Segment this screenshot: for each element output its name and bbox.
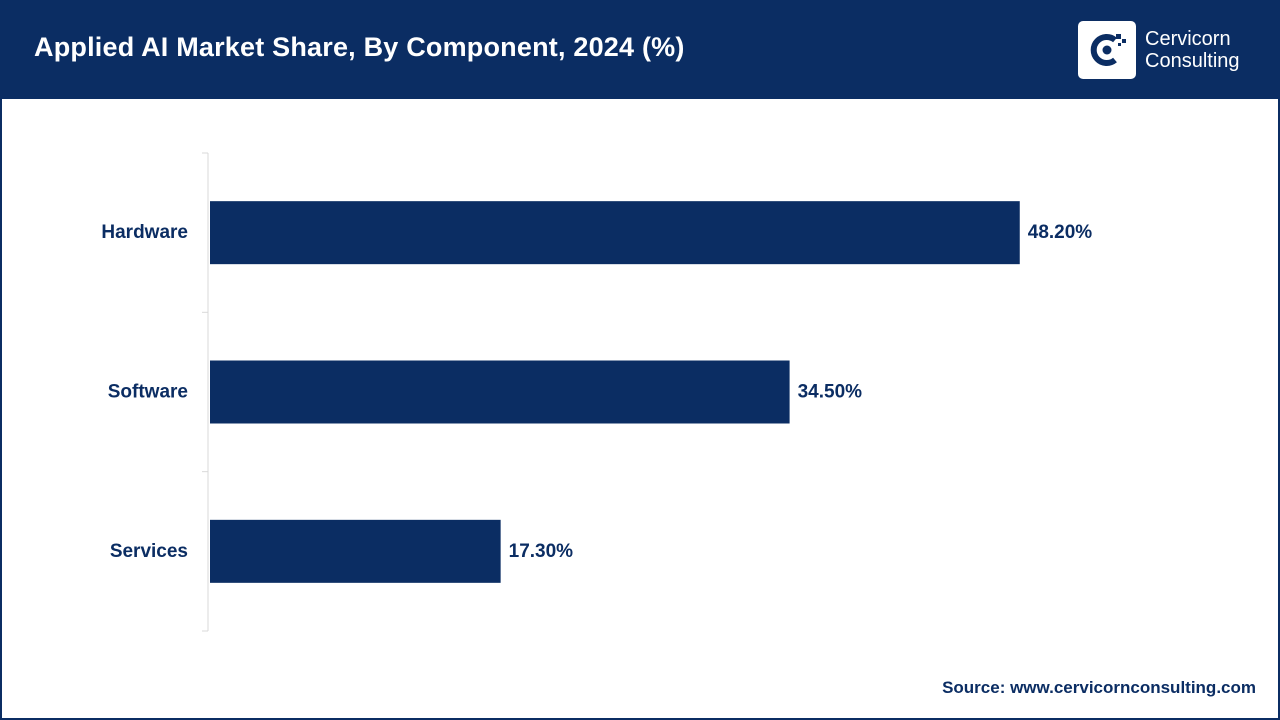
category-label: Services: [110, 541, 188, 562]
logo-line-1: Cervicorn: [1145, 28, 1231, 50]
category-label: Software: [108, 382, 188, 403]
cervicorn-logo-icon: [1078, 21, 1136, 79]
chart-title: Applied AI Market Share, By Component, 2…: [34, 32, 685, 62]
logo-line-2: Consulting: [1145, 50, 1240, 72]
bar-software: [210, 360, 790, 424]
value-label: 34.50%: [798, 382, 863, 403]
source-note: Source: www.cervicornconsulting.com: [942, 678, 1256, 697]
value-label: 17.30%: [509, 541, 574, 562]
value-label: 48.20%: [1028, 222, 1093, 243]
header-bar: Applied AI Market Share, By Component, 2…: [2, 2, 1278, 99]
bar-hardware: [210, 201, 1020, 265]
category-label: Hardware: [101, 222, 188, 243]
bar-chart: Hardware 48.20% Software 34.50% Services 17.3…: [101, 152, 1093, 632]
brand-logo: Cervicorn Consulting: [1078, 21, 1240, 79]
logo-wordmark: Cervicorn Consulting: [1145, 28, 1240, 72]
bar-services: [210, 519, 501, 583]
